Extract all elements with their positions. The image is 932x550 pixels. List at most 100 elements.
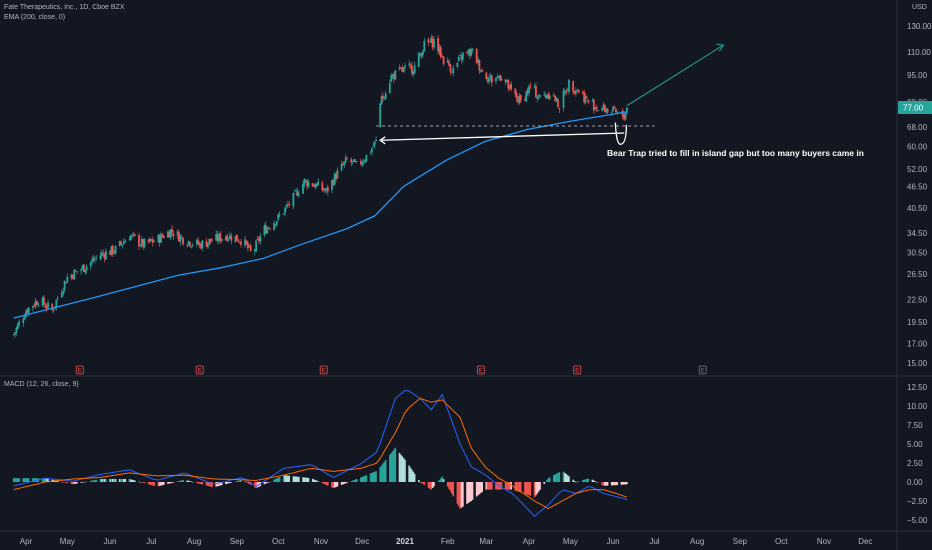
- candle-body: [364, 160, 366, 163]
- histogram-bar: [372, 472, 375, 482]
- candle-body: [533, 86, 536, 88]
- candle-body: [379, 103, 382, 128]
- histogram-bar: [518, 482, 521, 492]
- candle-body: [89, 261, 92, 267]
- candle-body: [346, 158, 349, 160]
- macd-histogram: [12, 447, 628, 509]
- histogram-bar: [191, 481, 194, 483]
- histogram-bar: [288, 475, 291, 482]
- histogram-bar: [121, 478, 124, 482]
- candle-body: [211, 240, 213, 242]
- candle-body: [485, 72, 488, 79]
- candle-body: [354, 160, 357, 163]
- bear-trap-curve: [614, 122, 628, 145]
- histogram-bar: [547, 478, 550, 482]
- histogram-bar: [573, 480, 576, 482]
- macd-tick-label: 12.50: [907, 383, 928, 392]
- histogram-bar: [401, 456, 404, 482]
- candle-body: [200, 243, 202, 249]
- histogram-bar: [448, 482, 450, 489]
- candle-body: [489, 75, 492, 77]
- histogram-bar: [417, 479, 420, 482]
- histogram-bar: [486, 482, 489, 490]
- candle-body: [621, 110, 624, 117]
- histogram-bar: [295, 476, 297, 482]
- candle-body: [332, 180, 335, 185]
- earnings-marker: [698, 365, 707, 375]
- candle-body: [433, 38, 435, 48]
- histogram-bar: [237, 480, 240, 482]
- macd-tick-label: 7.50: [907, 421, 923, 430]
- candle-body: [402, 67, 405, 73]
- candle-body: [278, 214, 281, 216]
- histogram-bar: [76, 482, 78, 484]
- histogram-bar: [591, 479, 594, 482]
- candle-body: [467, 50, 470, 54]
- price-tick-label: 46.50: [907, 182, 928, 191]
- candle-body: [307, 182, 310, 187]
- candle-body: [18, 321, 21, 326]
- histogram-bar: [360, 477, 362, 482]
- earnings-marker-label: E: [701, 369, 705, 375]
- candle-body: [76, 271, 78, 272]
- histogram-bar: [404, 459, 406, 482]
- candle-body: [331, 180, 333, 191]
- time-axis[interactable]: Apr May Jun Jul Aug Sep Oct Nov Dec 2021 Feb Mar Apr…: [20, 537, 873, 546]
- candle-body: [128, 239, 131, 241]
- histogram-bar: [70, 482, 73, 484]
- candle-body: [45, 306, 48, 309]
- candle-body: [105, 251, 107, 260]
- candle-body: [459, 55, 462, 57]
- candle-body: [325, 188, 328, 190]
- candle-body: [568, 79, 570, 92]
- histogram-bar: [66, 482, 69, 484]
- candle-body: [237, 240, 240, 242]
- earnings-marker-label: E: [78, 369, 82, 375]
- candle-body: [477, 59, 479, 63]
- histogram-bar: [247, 482, 249, 484]
- candle-body: [507, 79, 510, 89]
- candle-body: [452, 68, 455, 74]
- candle-body: [565, 91, 568, 93]
- candle-body: [31, 306, 34, 308]
- candle-body: [420, 52, 423, 57]
- histogram-bar: [441, 476, 444, 482]
- histogram-bar: [211, 482, 213, 487]
- candle-body: [517, 98, 519, 102]
- candle-body: [138, 235, 140, 246]
- candle-body: [158, 235, 161, 244]
- arrow-head-icon: [379, 136, 386, 145]
- candle-body: [22, 319, 25, 323]
- candle-body: [219, 233, 222, 242]
- candle-body: [583, 92, 586, 103]
- candle-body: [315, 183, 318, 187]
- candle-body: [207, 242, 209, 248]
- candle-body: [394, 70, 397, 80]
- last-price-tag: [898, 101, 932, 114]
- signal-line: [13, 397, 628, 510]
- candle-body: [198, 243, 201, 245]
- candle-body: [140, 239, 143, 245]
- candle-body: [168, 231, 171, 238]
- price-tick-label: 19.50: [907, 318, 928, 327]
- candle-body: [486, 79, 489, 82]
- price-tick-label: 68.00: [907, 123, 928, 132]
- histogram-bar: [514, 482, 517, 491]
- candle-body: [94, 259, 96, 260]
- histogram-bar: [161, 482, 164, 486]
- time-tick-label: Dec: [355, 537, 369, 546]
- symbol-title: Fate Therapeutics, Inc., 1D, Cboe BZX: [4, 4, 125, 11]
- candle-body: [160, 233, 162, 243]
- histogram-bar: [375, 471, 377, 482]
- candle-body: [537, 97, 540, 99]
- earnings-marker-label: E: [198, 369, 202, 375]
- candle-body: [143, 239, 146, 247]
- histogram-bar: [394, 447, 397, 482]
- time-tick-label: Jun: [104, 537, 117, 546]
- histogram-bar: [179, 480, 182, 482]
- candle-body: [566, 90, 569, 92]
- histogram-bar: [304, 477, 307, 482]
- histogram-bar: [32, 478, 34, 482]
- histogram-bar: [139, 482, 142, 483]
